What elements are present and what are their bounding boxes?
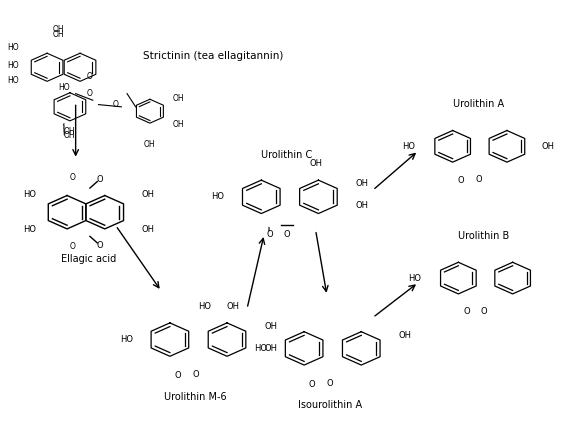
Text: HO: HO	[402, 142, 416, 151]
Text: O: O	[327, 379, 333, 388]
Text: O: O	[266, 230, 273, 239]
Text: HO: HO	[254, 344, 267, 353]
Text: OH: OH	[64, 131, 76, 140]
Text: Ellagic acid: Ellagic acid	[61, 254, 116, 264]
Text: Isourolithin A: Isourolithin A	[298, 400, 362, 411]
Text: OH: OH	[309, 159, 322, 168]
Text: O: O	[174, 371, 181, 380]
Text: OH: OH	[64, 126, 76, 136]
Text: Urolithin B: Urolithin B	[459, 231, 510, 241]
Text: HO: HO	[59, 83, 70, 91]
Text: OH: OH	[173, 94, 184, 103]
Text: HO: HO	[7, 43, 18, 52]
Text: O: O	[309, 380, 316, 389]
Text: HO: HO	[22, 190, 36, 199]
Text: =: =	[267, 225, 273, 231]
Text: OH: OH	[141, 225, 154, 234]
Text: OH: OH	[398, 331, 412, 340]
Text: OH: OH	[541, 142, 554, 151]
Text: OH: OH	[144, 140, 156, 149]
Text: HO: HO	[7, 76, 18, 85]
Text: /: /	[60, 122, 69, 136]
Text: Strictinin (tea ellagitannin): Strictinin (tea ellagitannin)	[142, 51, 283, 61]
Text: HO: HO	[120, 335, 133, 344]
Text: O: O	[192, 370, 199, 379]
Text: OH: OH	[226, 302, 239, 311]
Text: O: O	[96, 175, 103, 184]
Text: O: O	[87, 72, 93, 80]
Text: O: O	[70, 242, 76, 251]
Text: O: O	[87, 89, 93, 98]
Text: O: O	[457, 175, 464, 185]
Text: O: O	[70, 173, 76, 183]
Text: OH: OH	[173, 120, 184, 129]
Text: HO: HO	[22, 225, 36, 234]
Text: Urolithin C: Urolithin C	[261, 149, 313, 160]
Text: HO: HO	[7, 61, 18, 69]
Text: O: O	[463, 308, 470, 316]
Text: OH: OH	[141, 190, 154, 199]
Text: OH: OH	[264, 344, 277, 353]
Text: OH: OH	[53, 30, 64, 39]
Text: O: O	[113, 100, 118, 109]
Text: HO: HO	[408, 274, 421, 282]
Text: Urolithin A: Urolithin A	[453, 99, 504, 109]
Text: HO: HO	[197, 302, 211, 311]
Text: OH: OH	[264, 322, 277, 331]
Text: HO: HO	[211, 192, 224, 202]
Text: O: O	[475, 175, 482, 184]
Text: OH: OH	[355, 179, 369, 188]
Text: O: O	[284, 230, 290, 239]
Text: Urolithin M-6: Urolithin M-6	[164, 392, 227, 402]
Text: OH: OH	[53, 25, 64, 34]
Text: O: O	[96, 240, 103, 250]
Text: O: O	[481, 307, 487, 316]
Text: OH: OH	[355, 201, 369, 210]
